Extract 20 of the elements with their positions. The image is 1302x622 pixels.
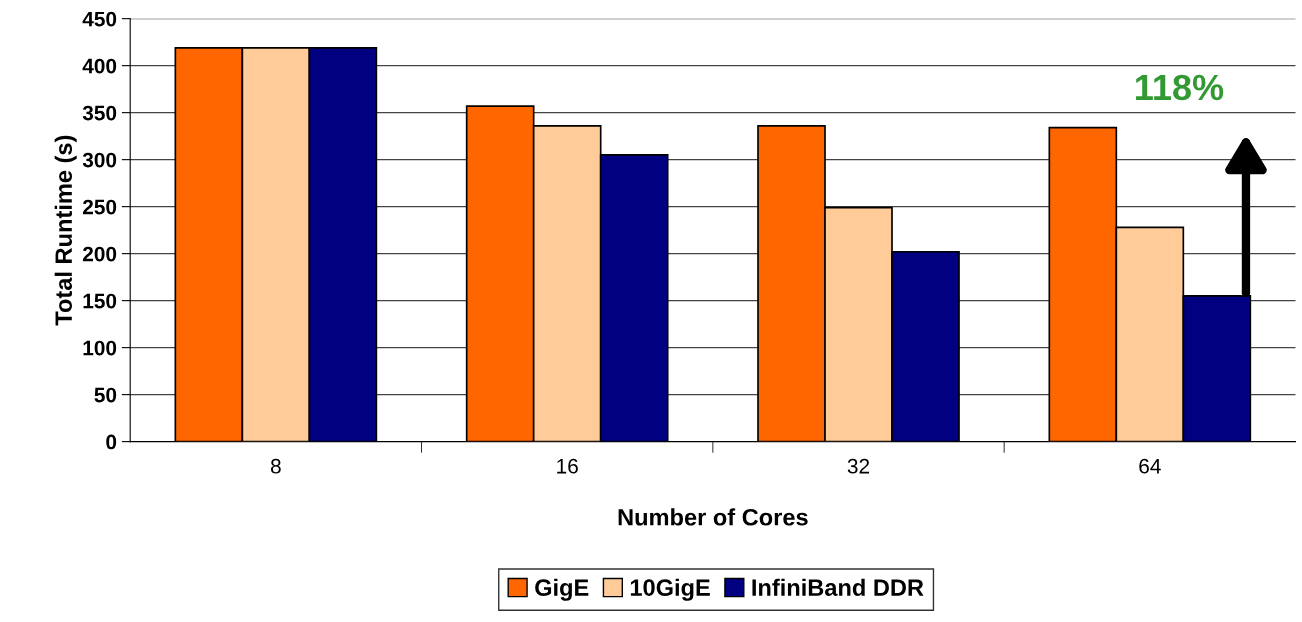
- x-tick-label: 64: [1139, 458, 1161, 474]
- legend-label: GigE: [535, 578, 589, 601]
- legend-label: InfiniBand DDR: [752, 578, 924, 596]
- x-tick-label: 16: [557, 458, 578, 474]
- y-tick-label: 450: [82, 11, 117, 27]
- y-tick-label: 300: [82, 152, 117, 168]
- x-tick-label: 32: [847, 458, 870, 474]
- y-tick-label: 0: [106, 434, 117, 450]
- y-tick-label: 50: [94, 387, 117, 403]
- y-tick-label: 200: [82, 246, 117, 262]
- y-tick-label: 100: [83, 340, 117, 356]
- y-tick-label: 250: [82, 199, 117, 215]
- y-tick-label: 150: [83, 293, 117, 309]
- y-tick-label: 350: [82, 105, 117, 121]
- legend-label: 10GigE: [630, 578, 710, 601]
- y-tick-label: 400: [82, 58, 117, 74]
- y-axis-title: Total Runtime (s): [54, 135, 77, 326]
- x-axis-title: Number of Cores: [618, 508, 808, 526]
- x-tick-label: 8: [270, 458, 281, 474]
- annotation: 118%: [1136, 74, 1224, 101]
